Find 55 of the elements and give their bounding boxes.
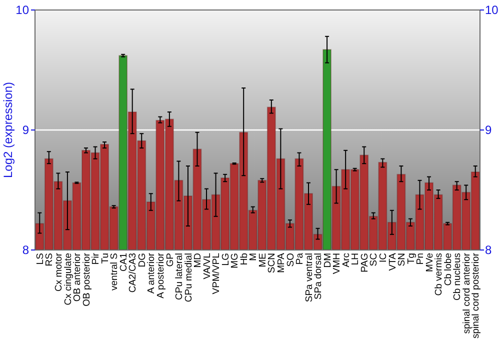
- x-tick-label: Pn: [415, 253, 426, 265]
- x-tick-label: Arc: [340, 252, 352, 268]
- x-tick-label: CPu medial: [183, 253, 194, 302]
- x-tick-label: ventral S: [109, 253, 120, 290]
- x-tick-label: PAG: [359, 253, 370, 272]
- y-axis-title: Log2 (expression): [1, 82, 15, 178]
- x-tick-label: Hb: [238, 253, 250, 266]
- x-tick-label: CPu lateral: [174, 253, 186, 300]
- y-tick-label: 9: [22, 123, 30, 138]
- y-tick-label: 8: [22, 243, 30, 258]
- x-tick-label: OB posterior: [81, 253, 92, 306]
- x-tick-label: MG: [230, 253, 241, 268]
- x-tick-label: DM: [322, 252, 334, 268]
- x-tick-label: VMH: [332, 252, 343, 274]
- x-tick-label: A anterior: [146, 253, 158, 294]
- x-tick-label: CA2/CA3: [128, 253, 139, 293]
- y2-tick-label: 8: [485, 243, 492, 258]
- x-tick-label: LG: [220, 253, 232, 266]
- x-tick-label: Cx motor: [54, 253, 64, 292]
- x-tick-label: IC: [378, 252, 389, 262]
- x-tick-label: MPA: [276, 252, 287, 273]
- x-tick-label: spinal cord posterior: [470, 253, 482, 339]
- x-tick-label: spinal cord anterior: [461, 253, 472, 334]
- x-tick-label: Cb vermis: [434, 252, 445, 296]
- x-tick-label: A posterior: [155, 253, 166, 298]
- x-tick-label: OB anterior: [72, 253, 84, 302]
- x-tick-label: Pir: [90, 253, 102, 265]
- x-tick-label: Cb lobe: [442, 253, 454, 286]
- x-tick-label: Cx cingulate: [62, 253, 74, 306]
- x-tick-label: ME: [257, 253, 268, 268]
- x-tick-label: GP: [164, 253, 176, 267]
- x-tick-label: SPa ventral: [304, 253, 315, 302]
- x-tick-label: RS: [44, 253, 56, 266]
- x-tick-label: SPa dorsal: [313, 253, 324, 300]
- x-tick-label: Tu: [100, 253, 111, 264]
- x-tick-label: Cb nucleus: [452, 252, 464, 301]
- x-tick-label: SCN: [266, 252, 278, 274]
- x-tick-label: M: [248, 252, 260, 261]
- x-tick-label: SN: [396, 252, 408, 266]
- x-tick-label: DG: [136, 253, 148, 268]
- x-tick-label: LH: [350, 252, 362, 266]
- x-tick-label: VA/VL: [202, 253, 213, 280]
- x-tick-label: Pa: [294, 252, 306, 265]
- y-tick-label: 10: [16, 3, 30, 18]
- x-tick-label: Tg: [406, 253, 417, 264]
- x-tick-label: MD: [192, 252, 204, 268]
- x-tick-label: VTA: [387, 252, 398, 271]
- x-tick-label: VPM/VPL: [211, 253, 222, 294]
- x-tick-label: SC: [368, 252, 380, 266]
- x-tick-label: CA1: [118, 253, 130, 272]
- x-tick-label: MVe: [424, 253, 436, 272]
- y2-tick-label: 9: [485, 123, 492, 138]
- y2-tick-label: 10: [485, 3, 499, 18]
- x-tick-label: LS: [34, 253, 46, 265]
- x-tick-label: SO: [285, 253, 296, 267]
